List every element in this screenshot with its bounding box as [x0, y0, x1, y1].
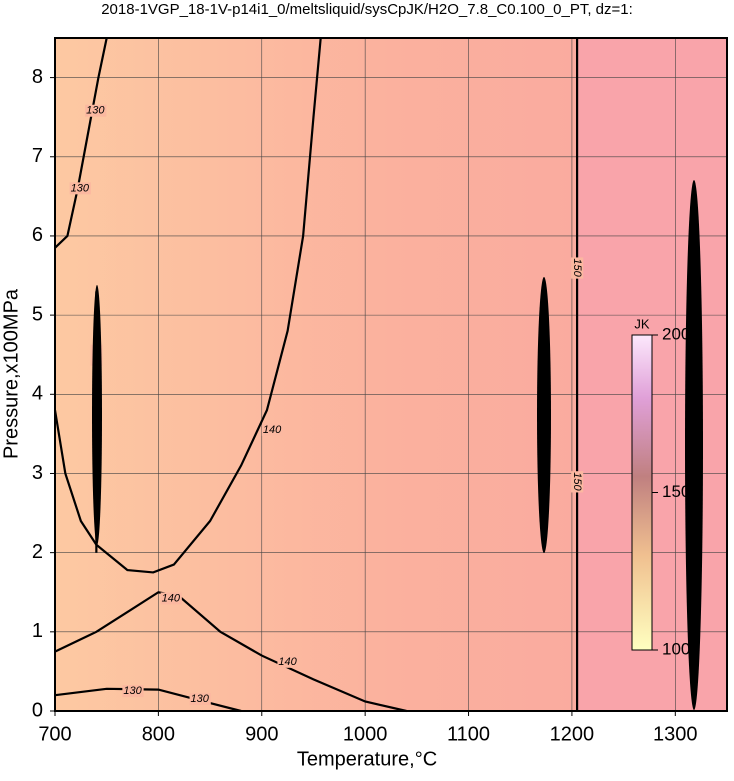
contour-label-bg: [189, 693, 211, 706]
x-tick-label: 800: [142, 723, 175, 745]
contour-line: [54, 37, 108, 249]
colorbar-ticks: 100 150 200: [652, 324, 690, 658]
contour-label: 140: [278, 656, 297, 668]
contour-label: 150: [571, 472, 583, 491]
x-tick-label: 700: [38, 723, 71, 745]
contour-label-bg: [85, 104, 107, 117]
plot-frame: [54, 37, 728, 712]
contour-line: [54, 591, 407, 713]
x-tick-label: 1000: [343, 723, 388, 745]
x-axis-label: Temperature,°C: [297, 748, 437, 770]
colorbar: [631, 334, 653, 651]
contour-label: 130: [123, 685, 142, 697]
y-tick-label: 7: [32, 145, 43, 167]
y-axis-label: Pressure,x100MPa: [0, 288, 22, 459]
x-tick-label: 1100: [447, 723, 490, 745]
contour-label: 150: [571, 258, 583, 277]
y-tick-label: 0: [32, 699, 43, 721]
colorbar-tick-label: 100: [662, 639, 690, 658]
x-tick-label: 900: [245, 723, 278, 745]
contour-line: [53, 37, 322, 574]
colorbar-tick-label: 150: [662, 482, 690, 501]
spike: [92, 285, 102, 545]
contour-label-bg: [277, 655, 299, 668]
contour-label-bg: [261, 423, 284, 436]
chart-title: 2018-1VGP_18-1V-p14i1_0/meltsliquid/sysC…: [101, 1, 633, 18]
contour-label-bg: [122, 685, 144, 698]
y-tick-label: 3: [32, 462, 43, 484]
y-tick-label: 1: [32, 620, 43, 642]
y-tick-label: 2: [32, 541, 43, 563]
contour-label: 130: [191, 693, 210, 705]
contour-label-bg: [160, 592, 182, 605]
colorbar-title: JK: [634, 316, 650, 331]
contour-label: 140: [263, 424, 282, 436]
colorbar-tick-label: 200: [662, 324, 690, 343]
y-tick-label: 8: [32, 66, 43, 88]
contour-label: 140: [162, 592, 181, 604]
contour-line: [54, 687, 242, 713]
contour-label-bg: [571, 471, 584, 493]
contour-label-bg: [571, 257, 584, 279]
x-tick-label: 1200: [550, 723, 595, 745]
spike: [685, 180, 703, 710]
y-tick-label: 4: [32, 383, 43, 405]
spikes: [92, 180, 703, 710]
contour-label-bg: [69, 182, 91, 195]
contour-label: 130: [86, 105, 105, 117]
contour-label: 130: [71, 182, 90, 194]
x-tick-label: 1300: [653, 723, 698, 745]
y-tick-label: 5: [32, 303, 43, 325]
spike: [537, 277, 551, 553]
y-tick-label: 6: [32, 224, 43, 246]
